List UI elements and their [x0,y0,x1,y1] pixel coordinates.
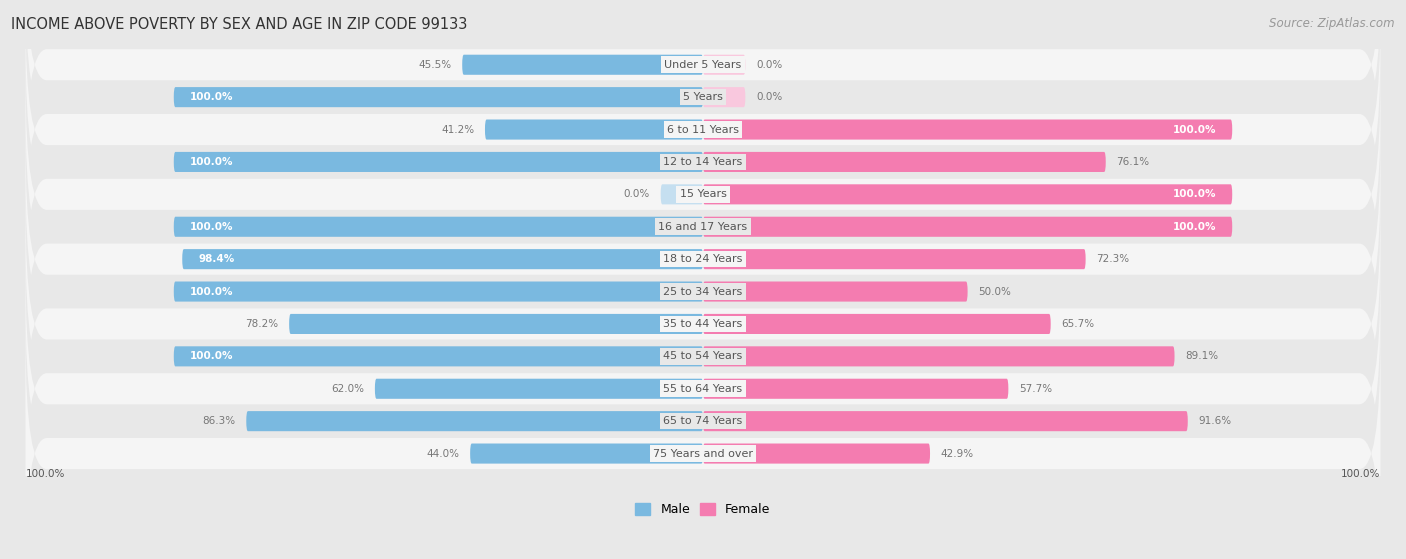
Text: 100.0%: 100.0% [25,468,65,479]
FancyBboxPatch shape [25,113,1381,341]
Text: 98.4%: 98.4% [198,254,235,264]
FancyBboxPatch shape [485,120,703,140]
Text: 100.0%: 100.0% [1173,190,1216,200]
FancyBboxPatch shape [174,152,703,172]
Text: 25 to 34 Years: 25 to 34 Years [664,287,742,297]
Text: 100.0%: 100.0% [190,157,233,167]
Text: 57.7%: 57.7% [1019,384,1052,394]
Text: 15 Years: 15 Years [679,190,727,200]
Text: 45 to 54 Years: 45 to 54 Years [664,352,742,361]
FancyBboxPatch shape [463,55,703,75]
Text: 100.0%: 100.0% [190,287,233,297]
FancyBboxPatch shape [25,178,1381,406]
Text: 0.0%: 0.0% [756,92,782,102]
FancyBboxPatch shape [290,314,703,334]
FancyBboxPatch shape [25,145,1381,373]
FancyBboxPatch shape [25,307,1381,535]
FancyBboxPatch shape [703,120,1232,140]
Text: 0.0%: 0.0% [756,60,782,70]
FancyBboxPatch shape [174,87,703,107]
FancyBboxPatch shape [174,347,703,366]
Text: 100.0%: 100.0% [190,92,233,102]
FancyBboxPatch shape [25,80,1381,309]
FancyBboxPatch shape [703,249,1085,269]
Text: 100.0%: 100.0% [190,352,233,361]
FancyBboxPatch shape [174,217,703,237]
Text: 12 to 14 Years: 12 to 14 Years [664,157,742,167]
FancyBboxPatch shape [703,184,1232,205]
FancyBboxPatch shape [703,217,1232,237]
Text: 100.0%: 100.0% [1341,468,1381,479]
Text: 44.0%: 44.0% [426,448,460,458]
FancyBboxPatch shape [703,378,1008,399]
FancyBboxPatch shape [470,443,703,463]
FancyBboxPatch shape [703,55,745,75]
Text: 65 to 74 Years: 65 to 74 Years [664,416,742,426]
Text: 78.2%: 78.2% [246,319,278,329]
FancyBboxPatch shape [183,249,703,269]
FancyBboxPatch shape [25,274,1381,503]
Text: 65.7%: 65.7% [1062,319,1094,329]
Text: 100.0%: 100.0% [190,222,233,232]
Text: 45.5%: 45.5% [419,60,451,70]
Text: Under 5 Years: Under 5 Years [665,60,741,70]
Text: 100.0%: 100.0% [1173,222,1216,232]
Text: 75 Years and over: 75 Years and over [652,448,754,458]
Text: 16 and 17 Years: 16 and 17 Years [658,222,748,232]
Text: 55 to 64 Years: 55 to 64 Years [664,384,742,394]
Text: Source: ZipAtlas.com: Source: ZipAtlas.com [1270,17,1395,30]
FancyBboxPatch shape [703,314,1050,334]
FancyBboxPatch shape [703,282,967,302]
Text: 72.3%: 72.3% [1097,254,1129,264]
FancyBboxPatch shape [703,87,745,107]
FancyBboxPatch shape [174,282,703,302]
FancyBboxPatch shape [25,48,1381,276]
FancyBboxPatch shape [375,378,703,399]
FancyBboxPatch shape [25,242,1381,471]
Text: 18 to 24 Years: 18 to 24 Years [664,254,742,264]
Text: 42.9%: 42.9% [941,448,974,458]
Text: 62.0%: 62.0% [332,384,364,394]
FancyBboxPatch shape [25,0,1381,179]
FancyBboxPatch shape [25,16,1381,244]
Text: 6 to 11 Years: 6 to 11 Years [666,125,740,135]
FancyBboxPatch shape [25,0,1381,211]
FancyBboxPatch shape [25,339,1381,559]
Text: 89.1%: 89.1% [1185,352,1218,361]
FancyBboxPatch shape [661,184,703,205]
Text: 100.0%: 100.0% [1173,125,1216,135]
FancyBboxPatch shape [25,210,1381,438]
Legend: Male, Female: Male, Female [630,498,776,522]
Text: 91.6%: 91.6% [1198,416,1232,426]
Text: 5 Years: 5 Years [683,92,723,102]
Text: 41.2%: 41.2% [441,125,474,135]
FancyBboxPatch shape [703,411,1188,431]
FancyBboxPatch shape [246,411,703,431]
Text: 76.1%: 76.1% [1116,157,1150,167]
FancyBboxPatch shape [703,152,1105,172]
Text: 86.3%: 86.3% [202,416,236,426]
FancyBboxPatch shape [703,443,929,463]
FancyBboxPatch shape [703,347,1174,366]
Text: 50.0%: 50.0% [979,287,1011,297]
Text: 35 to 44 Years: 35 to 44 Years [664,319,742,329]
Text: INCOME ABOVE POVERTY BY SEX AND AGE IN ZIP CODE 99133: INCOME ABOVE POVERTY BY SEX AND AGE IN Z… [11,17,468,32]
Text: 0.0%: 0.0% [624,190,650,200]
